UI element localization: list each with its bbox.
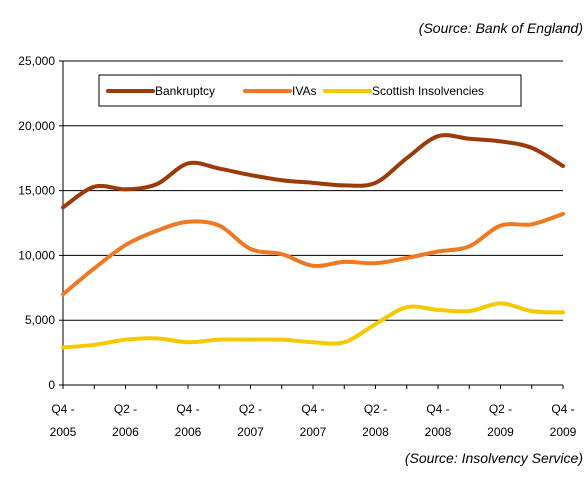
x-tick-label-bottom: 2009 [550, 425, 577, 439]
x-tick-label-top: Q4 - [51, 402, 74, 416]
x-tick-label-top: Q4 - [551, 402, 574, 416]
x-tick-label-top: Q2 - [489, 402, 512, 416]
y-tick-label: 20,000 [18, 119, 55, 133]
legend-label-scottish-insolvencies: Scottish Insolvencies [372, 84, 484, 98]
legend-box [98, 74, 522, 107]
x-tick-label-bottom: 2006 [112, 425, 139, 439]
y-axis-tick-labels: 0 5,000 10,000 15,000 20,000 25,000 [18, 54, 55, 392]
legend-label-ivas: IVAs [292, 84, 316, 98]
x-tick-label-top: Q4 - [426, 402, 449, 416]
legend-label-bankruptcy: Bankruptcy [155, 84, 215, 98]
x-tick-label-top: Q4 - [176, 402, 199, 416]
x-tick-label-top: Q2 - [239, 402, 262, 416]
x-tick-label-bottom: 2007 [237, 425, 264, 439]
y-tick-label: 10,000 [18, 248, 55, 262]
x-axis-tick-labels: Q4 - 2005 Q2 - 2006 Q4 - 2006 Q2 - 2007 Q4 - 2007… [50, 402, 577, 439]
source-note-top: (Source: Bank of England) [418, 20, 583, 36]
x-tick-label-top: Q2 - [114, 402, 137, 416]
x-tick-label-bottom: 2008 [362, 425, 389, 439]
gridlines [63, 60, 563, 321]
x-tick-label-bottom: 2006 [175, 425, 202, 439]
x-tick-label-bottom: 2007 [300, 425, 327, 439]
series-line-scottish-insolvencies [61, 301, 565, 350]
legend: Bankruptcy IVAs Scottish Insolvencies [98, 74, 522, 107]
series-line-bankruptcy [61, 133, 565, 210]
x-tick-label-top: Q4 - [301, 402, 324, 416]
x-tick-label-top: Q2 - [364, 402, 387, 416]
y-tick-label: 15,000 [18, 184, 55, 198]
x-tick-label-bottom: 2009 [487, 425, 514, 439]
y-tick-label: 5,000 [25, 313, 55, 327]
source-note-bottom: (Source: Insolvency Service) [404, 450, 583, 466]
x-tick-label-bottom: 2008 [425, 425, 452, 439]
series-line-ivas [61, 211, 565, 297]
x-tick-label-bottom: 2005 [50, 425, 77, 439]
y-tick-label: 25,000 [18, 54, 55, 68]
series-lines [61, 133, 565, 350]
y-tick-label: 0 [48, 378, 55, 392]
axes [59, 60, 564, 389]
